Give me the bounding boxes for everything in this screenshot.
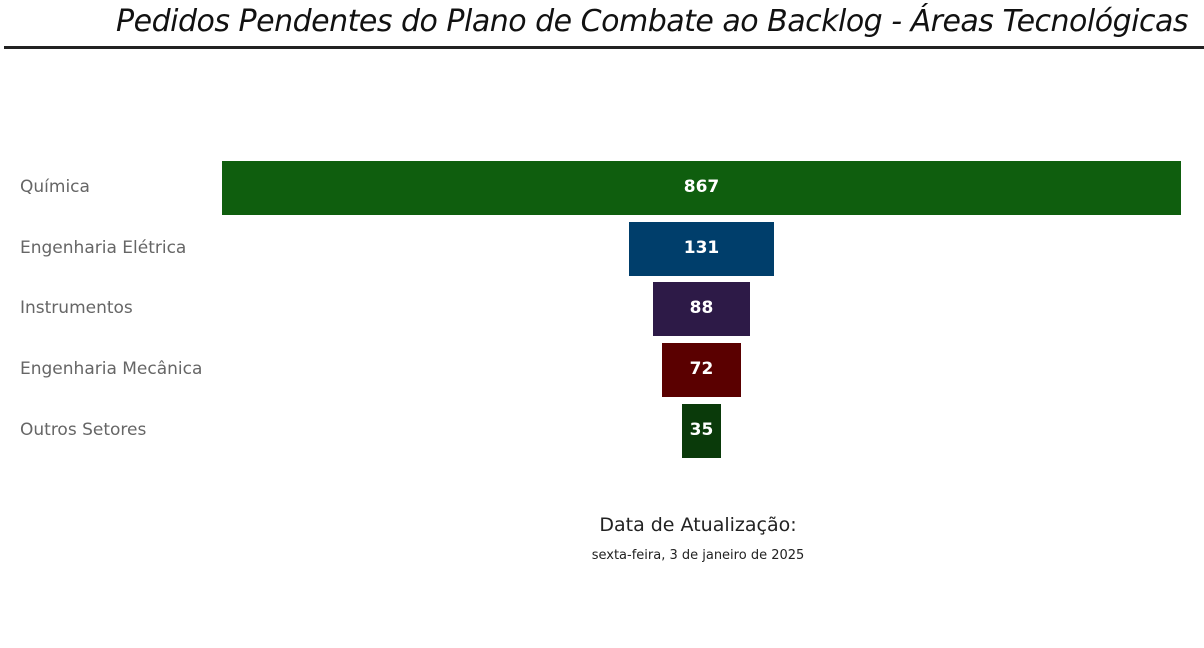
category-label: Instrumentos [20, 298, 133, 318]
category-label: Engenharia Mecânica [20, 359, 202, 379]
update-date: sexta-feira, 3 de janeiro de 2025 [0, 548, 1204, 563]
category-label: Engenharia Elétrica [20, 238, 186, 258]
data-label: 35 [662, 420, 742, 440]
category-label: Química [20, 177, 90, 197]
data-label: 88 [662, 298, 742, 318]
update-label: Data de Atualização: [0, 514, 1204, 536]
data-label: 72 [662, 359, 742, 379]
data-label: 867 [662, 177, 742, 197]
data-label: 131 [662, 238, 742, 258]
category-label: Outros Setores [20, 420, 146, 440]
